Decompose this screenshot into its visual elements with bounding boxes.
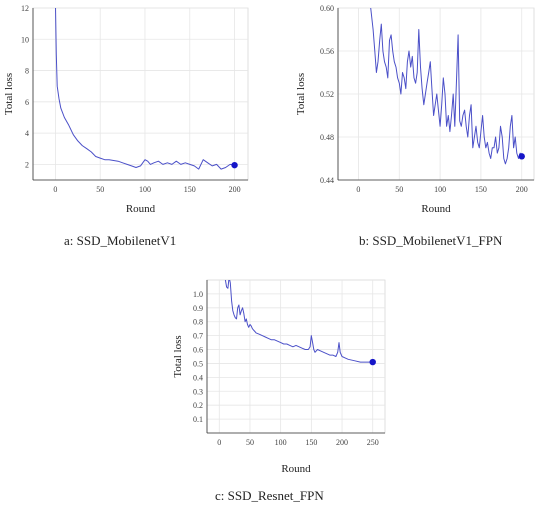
y-tick-label: 8 [25, 67, 29, 76]
x-tick-label: 200 [229, 185, 241, 194]
plot-area-a [32, 7, 249, 181]
y-tick-label: 0.1 [193, 415, 203, 424]
y-tick-label: 0.9 [193, 304, 203, 313]
x-tick-label: 100 [434, 185, 446, 194]
y-tick-label: 0.52 [320, 90, 334, 99]
x-tick-label: 50 [96, 185, 104, 194]
chart-a: 0 50 100 150 200 2 4 6 8 10 12 Round Total loss [0, 0, 270, 230]
x-tick-label: 100 [275, 438, 287, 447]
x-axis-label: Round [281, 463, 311, 475]
y-tick-label: 0.44 [320, 176, 334, 185]
x-tick-label: 150 [305, 438, 317, 447]
x-tick-label: 50 [246, 438, 254, 447]
x-tick-label: 200 [516, 185, 528, 194]
end-point-marker-c [369, 358, 376, 366]
series-line-a [55, 8, 235, 170]
chart-c-svg: 0 50 100 150 200 250 0.1 0.2 0.3 0.4 0.5 0.6 0.7 0.8 0… [172, 279, 386, 475]
y-tick-label: 0.3 [193, 387, 203, 396]
plot-area-c [206, 279, 386, 434]
y-tick-label: 0.56 [320, 47, 334, 56]
x-tick-label: 150 [184, 185, 196, 194]
x-tick-label: 150 [475, 185, 487, 194]
caption-a: a: SSD_MobilenetV1 [64, 233, 177, 248]
chart-b-svg: 0 50 100 150 200 0.44 0.48 0.52 0.56 0.60 Round Tot… [295, 4, 535, 215]
end-point-marker-b [518, 153, 525, 160]
x-axis-label: Round [126, 203, 156, 215]
x-tick-label: 250 [367, 438, 379, 447]
chart-c: 0 50 100 150 200 250 0.1 0.2 0.3 0.4 0.5 0.6 0.7 0.8 0… [165, 275, 405, 490]
caption-c: c: SSD_Resnet_FPN [215, 488, 324, 503]
y-axis-label: Total loss [3, 73, 15, 115]
y-tick-label: 0.2 [193, 401, 203, 410]
y-tick-label: 0.4 [193, 373, 203, 382]
y-tick-label: 1.0 [193, 290, 203, 299]
y-tick-label: 0.8 [193, 318, 203, 327]
x-tick-label: 0 [356, 185, 360, 194]
x-tick-label: 0 [217, 438, 221, 447]
end-point-marker-a [231, 161, 238, 169]
x-tick-label: 200 [336, 438, 348, 447]
y-axis-label: Total loss [172, 335, 184, 377]
y-tick-label: 0.60 [320, 4, 334, 13]
y-tick-label: 6 [25, 98, 29, 107]
y-tick-label: 12 [21, 4, 29, 13]
y-tick-label: 10 [21, 35, 29, 44]
chart-b: 0 50 100 150 200 0.44 0.48 0.52 0.56 0.60 Round Tot… [290, 0, 550, 230]
y-tick-label: 2 [25, 160, 29, 169]
y-tick-label: 0.6 [193, 346, 203, 355]
caption-b: b: SSD_MobilenetV1_FPN [359, 233, 503, 248]
x-tick-label: 50 [395, 185, 403, 194]
x-tick-label: 0 [53, 185, 57, 194]
y-tick-label: 0.48 [320, 133, 334, 142]
y-tick-label: 0.5 [193, 359, 203, 368]
x-axis-label: Round [421, 203, 451, 215]
y-tick-label: 4 [25, 129, 29, 138]
x-tick-label: 100 [139, 185, 151, 194]
y-axis-label: Total loss [295, 73, 307, 115]
chart-a-svg: 0 50 100 150 200 2 4 6 8 10 12 Round Total loss [3, 4, 249, 215]
series-line-c [224, 280, 373, 363]
y-tick-label: 0.7 [193, 332, 203, 341]
series-line-b [370, 8, 523, 165]
